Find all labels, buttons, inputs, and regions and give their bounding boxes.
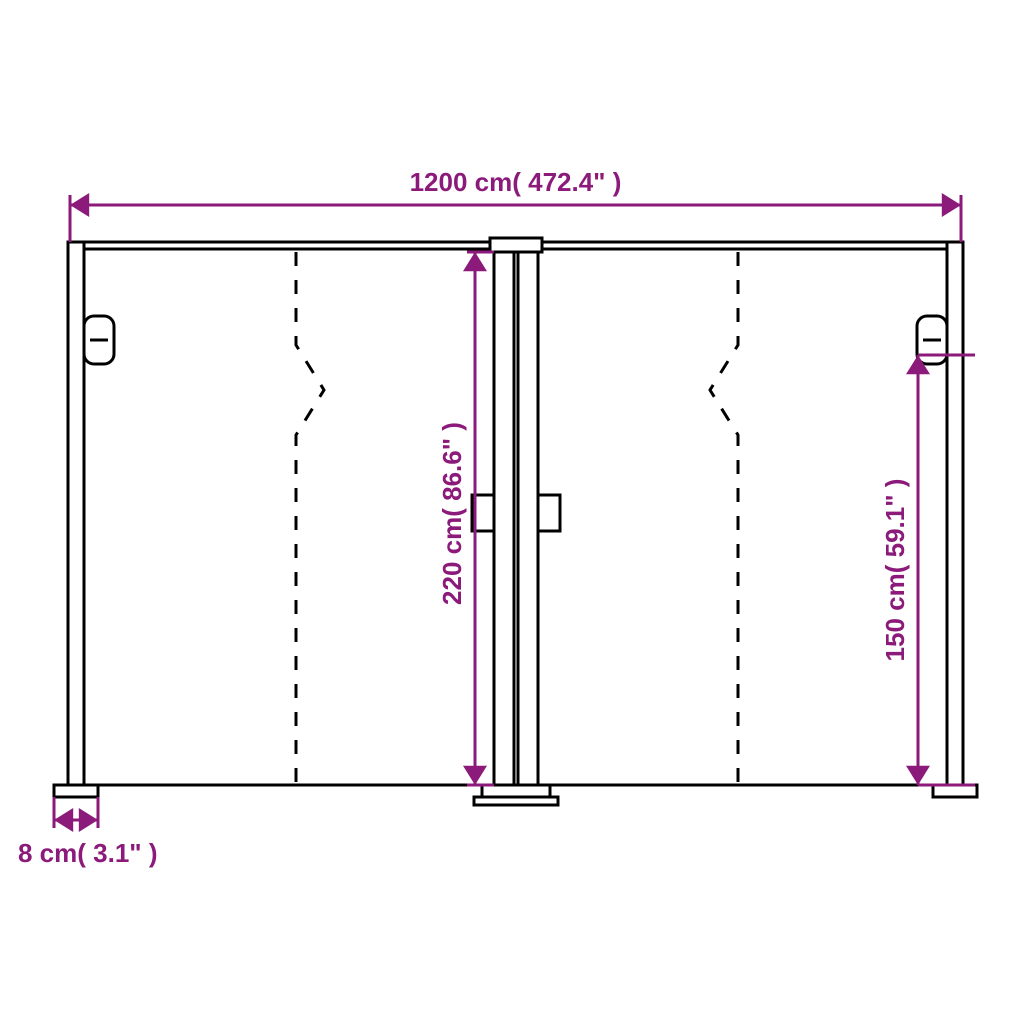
center-cassette-left (494, 249, 514, 785)
fold-line (296, 252, 324, 785)
dim-width-label: 1200 cm( 472.4" ) (410, 167, 622, 197)
dim-height-label: 220 cm( 86.6" ) (437, 422, 467, 605)
dim-panel-label: 150 cm( 59.1" ) (880, 479, 910, 662)
left-base (54, 785, 98, 797)
dim-arrowhead (942, 193, 961, 217)
center-cap-top (490, 238, 542, 252)
dim-arrowhead (463, 766, 487, 785)
dim-arrowhead (79, 808, 98, 832)
center-connector-right (538, 495, 560, 531)
right-post (947, 242, 963, 785)
center-base-plate (474, 797, 558, 805)
dim-arrowhead (70, 193, 89, 217)
right-base (933, 785, 977, 797)
fold-line (710, 252, 738, 785)
dim-arrowhead (54, 808, 73, 832)
left-post (68, 242, 84, 785)
dim-arrowhead (463, 252, 487, 271)
dim-arrowhead (906, 766, 930, 785)
dim-base-label: 8 cm( 3.1" ) (18, 838, 158, 868)
center-cassette-right (518, 249, 538, 785)
